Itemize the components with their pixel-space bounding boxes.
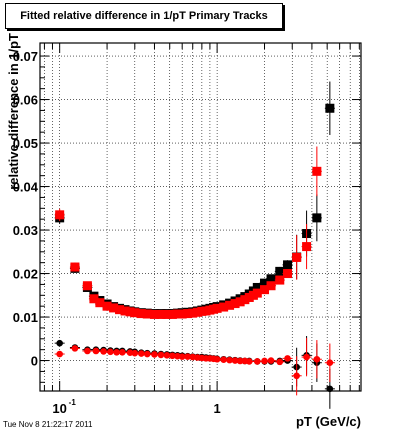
data-point-circle	[254, 358, 261, 365]
data-point-square	[177, 309, 187, 319]
data-point-square	[115, 305, 125, 315]
data-point-circle	[56, 339, 63, 347]
data-point-square	[125, 307, 135, 317]
data-point-square	[212, 303, 222, 313]
data-point-square	[325, 103, 335, 113]
data-point-square	[275, 275, 285, 285]
data-point-circle	[245, 358, 253, 365]
data-point-square	[283, 260, 293, 270]
data-point-circle	[138, 350, 145, 357]
data-point-square	[188, 308, 198, 318]
y-axis-label: relative difference in 1/pT	[6, 33, 21, 190]
data-point-circle	[71, 345, 79, 352]
data-point-square	[260, 285, 270, 295]
y-tick-label: 0.01	[13, 310, 38, 325]
data-point-square	[292, 252, 302, 262]
data-point-square	[252, 282, 262, 292]
data-point-circle	[220, 356, 227, 363]
data-point-circle	[326, 385, 334, 393]
data-point-square	[235, 297, 245, 307]
data-point-circle	[84, 347, 91, 355]
data-point-circle	[261, 357, 268, 365]
data-point-square	[120, 306, 130, 316]
data-point-circle	[284, 355, 291, 362]
data-point-square	[89, 294, 99, 304]
x-tick-label: 1	[214, 401, 221, 416]
data-point-square	[283, 269, 293, 279]
data-point-square	[302, 242, 312, 252]
data-point-square	[252, 288, 262, 298]
data-point-square	[219, 302, 229, 312]
data-point-circle	[163, 352, 171, 359]
chart-title: Fitted relative difference in 1/pT Prima…	[20, 10, 268, 22]
y-tick-label: 0.02	[13, 267, 38, 282]
y-tick-label: 0	[31, 354, 38, 369]
data-point-square	[102, 301, 112, 311]
data-point-square	[142, 309, 152, 319]
data-point-square	[230, 299, 240, 309]
data-point-square	[70, 262, 80, 272]
data-point-square	[162, 309, 172, 319]
plot-frame	[39, 42, 362, 392]
y-tick-label: 0.04	[13, 180, 39, 195]
data-point-square	[109, 303, 119, 313]
y-tick-label: 0.03	[13, 223, 38, 238]
data-point-square	[312, 213, 322, 223]
data-point-circle	[56, 350, 63, 358]
data-point-circle	[276, 358, 284, 366]
data-point-square	[82, 281, 92, 291]
data-point-square	[167, 309, 177, 319]
x-tick-label: 10	[52, 401, 66, 416]
data-point-square	[95, 298, 105, 308]
y-tick-label: 0.05	[13, 136, 38, 151]
data-point-square	[266, 274, 276, 284]
data-point-square	[130, 308, 140, 318]
data-point-square	[55, 210, 65, 220]
data-point-circle	[293, 372, 300, 380]
data-point-circle	[151, 351, 158, 358]
data-point-square	[266, 281, 276, 291]
chart-title-box: Fitted relative difference in 1/pT Prima…	[5, 3, 283, 29]
x-tick-label-exponent: -1	[69, 398, 77, 407]
data-point-circle	[100, 348, 107, 355]
data-point-circle	[178, 353, 186, 360]
data-point-circle	[303, 353, 310, 361]
data-point-square	[260, 278, 270, 288]
data-point-square	[183, 309, 193, 319]
data-point-circle	[169, 352, 176, 360]
timestamp: Tue Nov 8 21:22:17 2011	[3, 420, 93, 429]
data-point-circle	[231, 357, 239, 364]
data-point-circle	[313, 355, 321, 363]
data-point-square	[156, 309, 166, 319]
y-tick-label: 0.06	[13, 93, 38, 108]
data-point-circle	[131, 349, 139, 357]
data-point-circle	[113, 348, 120, 356]
data-point-square	[275, 266, 285, 276]
data-point-square	[136, 309, 146, 319]
data-point-circle	[143, 350, 151, 358]
data-point-circle	[213, 355, 221, 363]
data-point-circle	[119, 348, 126, 356]
y-tick-label: 0.07	[13, 49, 38, 64]
data-point-circle	[226, 356, 233, 364]
x-axis-label: pT (GeV/c)	[296, 414, 361, 429]
data-point-circle	[107, 348, 114, 356]
data-point-circle	[326, 359, 334, 367]
data-point-square	[312, 166, 322, 176]
data-point-circle	[92, 347, 100, 355]
data-point-square	[149, 309, 159, 319]
data-point-circle	[157, 351, 165, 359]
data-point-square	[225, 300, 235, 310]
data-point-circle	[184, 353, 191, 360]
data-point-circle	[267, 357, 275, 364]
